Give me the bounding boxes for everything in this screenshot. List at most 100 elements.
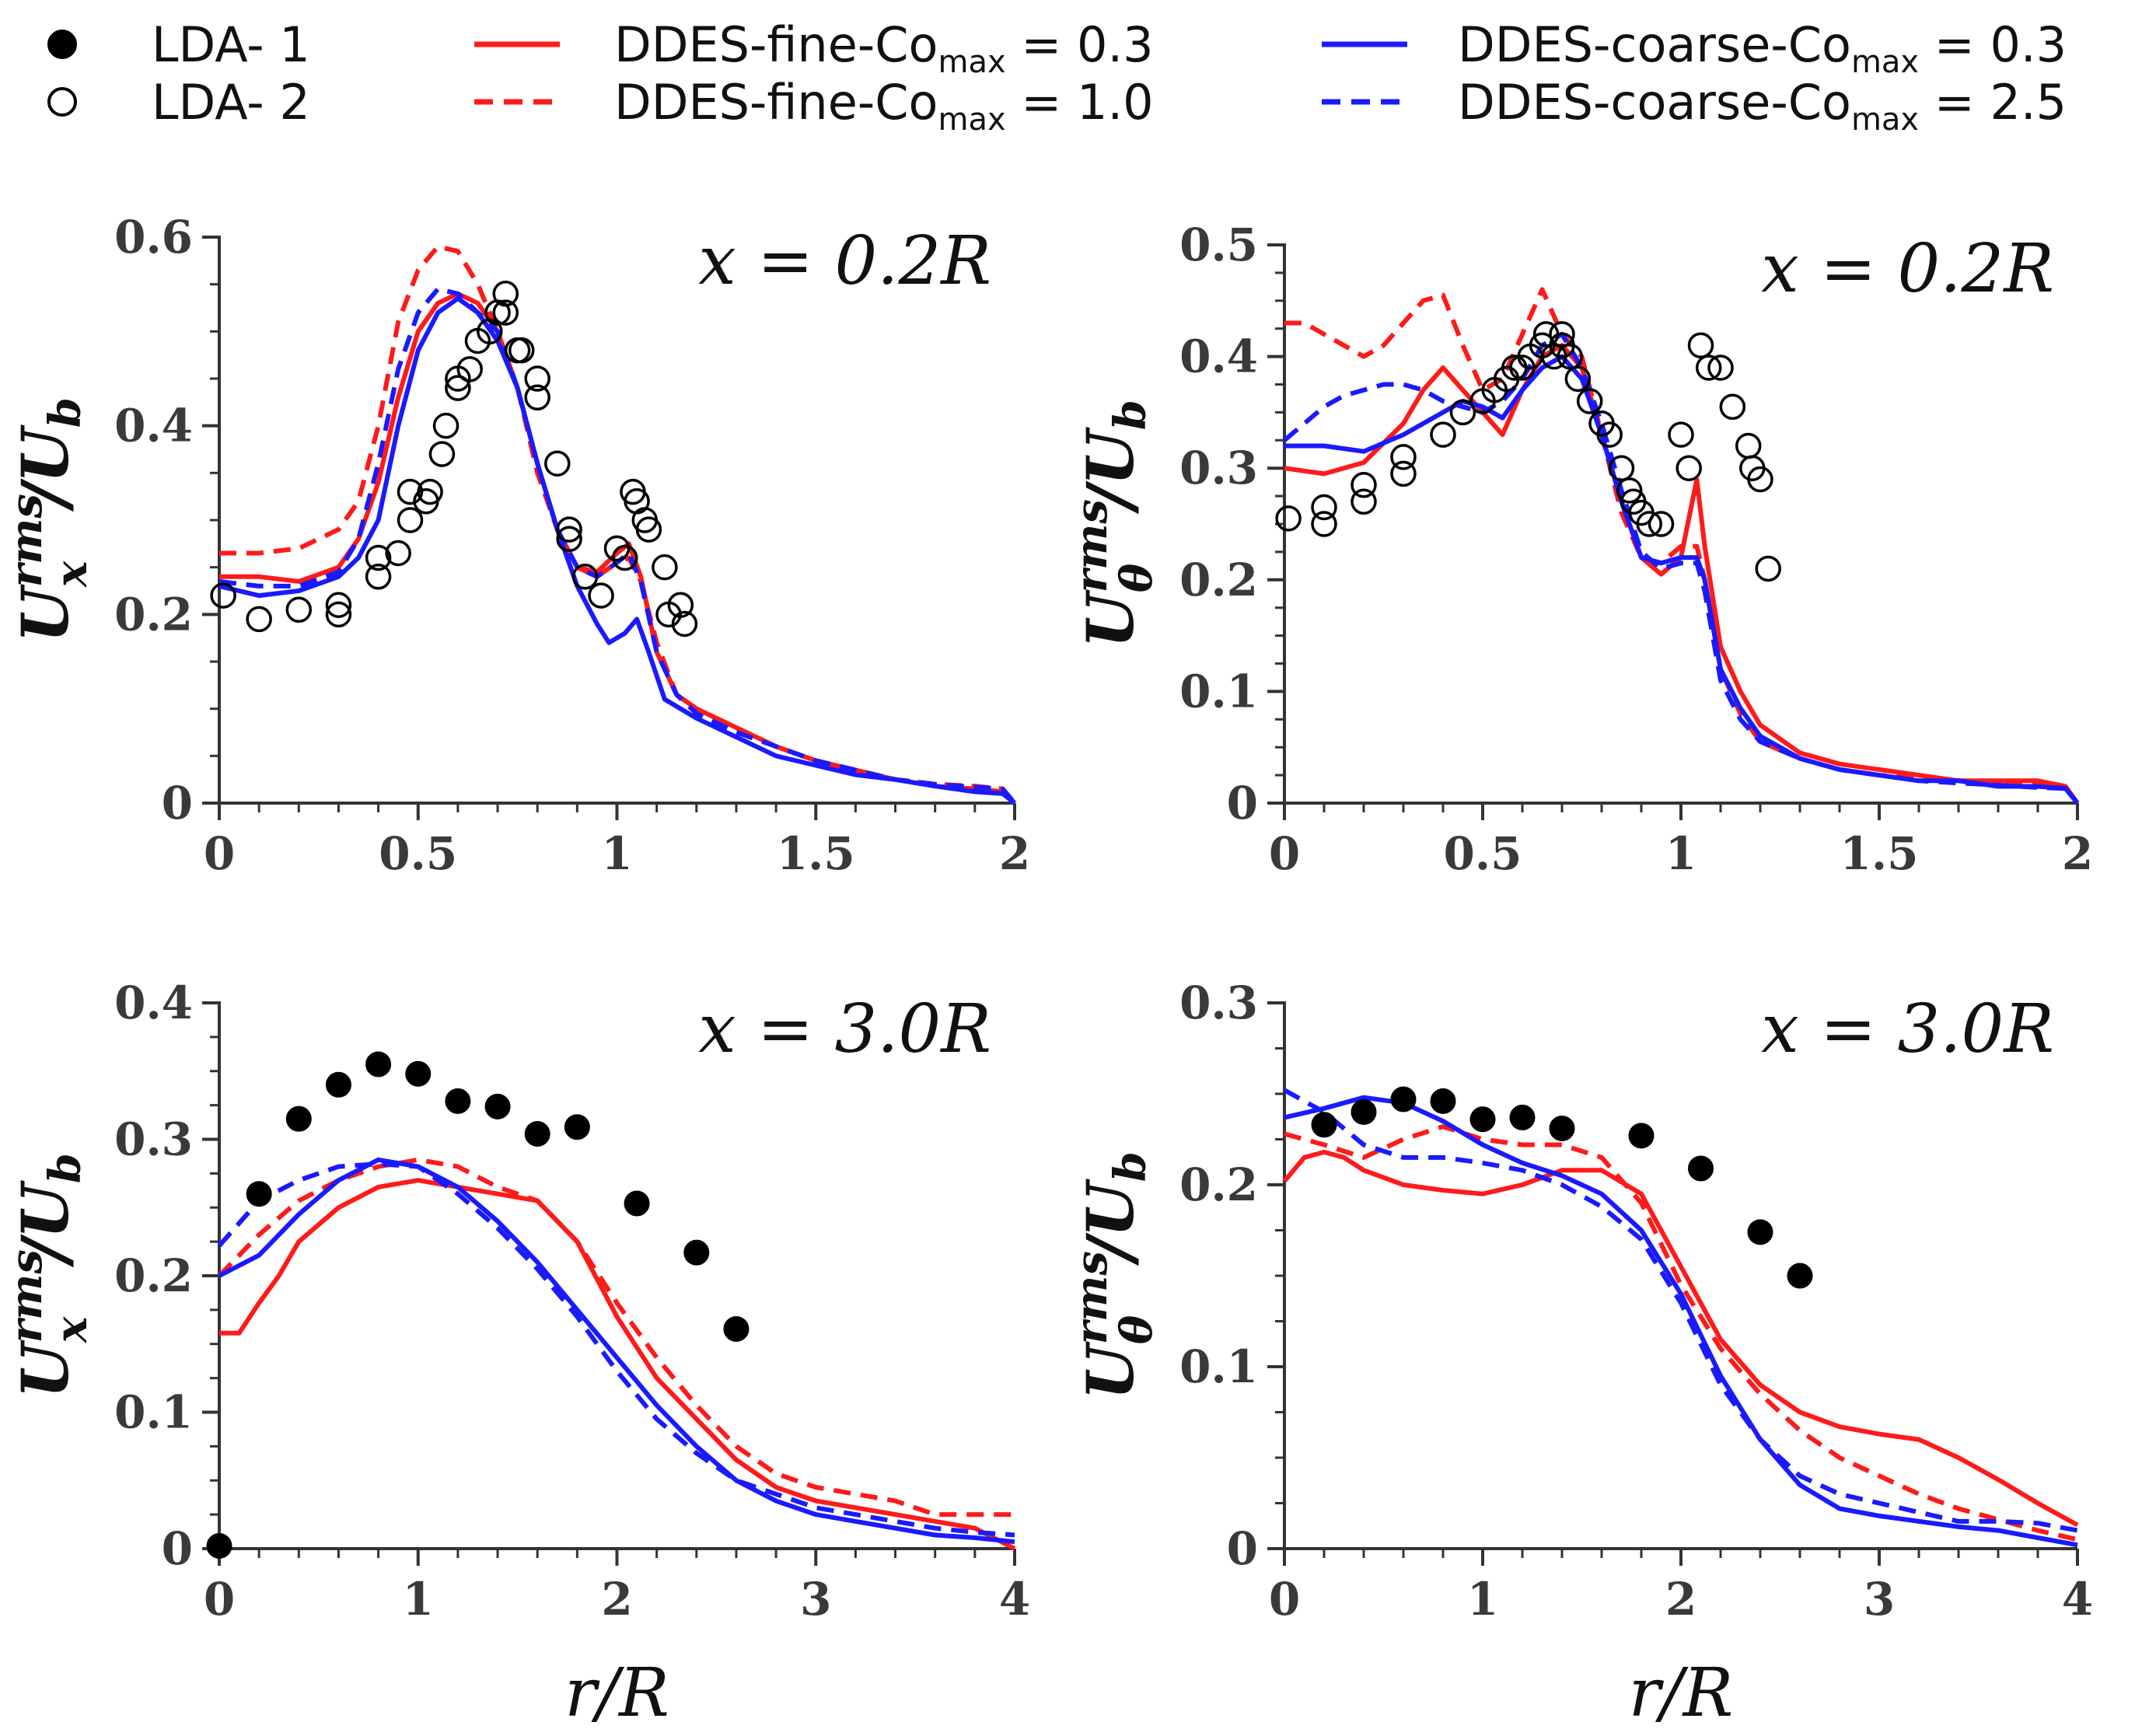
- y-label-tail-subscript: b: [1105, 1151, 1156, 1182]
- y-axis-label: Urmsθ/Ub: [1066, 400, 1162, 648]
- data-point-open: [365, 564, 392, 590]
- legend-text: DDES-fine-Co: [614, 74, 938, 131]
- series-line: [218, 295, 1016, 805]
- y-tick-label: 0.4: [1179, 330, 1258, 383]
- y-tick-label: 0.3: [1179, 442, 1258, 494]
- legend-entry: DDES-fine-Comax = 1.0: [474, 74, 1154, 138]
- data-point-filled: [246, 1181, 272, 1207]
- data-point-open: [667, 592, 694, 618]
- y-tick-label: 0: [1227, 1522, 1258, 1575]
- data-point-filled: [1430, 1088, 1456, 1114]
- data-point-open: [1275, 505, 1302, 532]
- data-point-open: [1755, 555, 1781, 582]
- panel-annotation: x = 3.0R: [1761, 990, 2054, 1068]
- data-point-open: [1311, 494, 1337, 521]
- data-point-open: [588, 582, 614, 609]
- y-tick-label: 0.2: [1179, 554, 1258, 606]
- legend-marker: [47, 87, 77, 117]
- series-line: [218, 286, 1016, 805]
- data-point-open: [544, 450, 571, 477]
- y-tick-label: 0.2: [114, 588, 193, 641]
- data-point-filled: [1469, 1106, 1496, 1133]
- series-line: [1284, 1095, 2078, 1548]
- x-tick-label: 1: [403, 1573, 434, 1626]
- y-tick-label: 0.1: [114, 1386, 193, 1439]
- series-line: [1283, 1149, 2079, 1528]
- legend-text: LDA- 1: [152, 16, 310, 73]
- legend-value: = 1.0: [1006, 74, 1154, 131]
- y-label-tail: /U: [9, 1180, 83, 1268]
- legend-entry: LDA- 1: [47, 16, 310, 73]
- legend-entry: LDA- 2: [47, 74, 310, 131]
- legend-marker: [47, 30, 77, 59]
- legend-subscript: max: [938, 44, 1005, 80]
- y-label-tail: /U: [9, 424, 83, 512]
- data-point-open: [1608, 455, 1635, 481]
- data-point-filled: [1351, 1099, 1377, 1125]
- y-tick-label: 0: [162, 1522, 193, 1575]
- y-tick-label: 0.1: [1179, 665, 1258, 718]
- y-axis-label: Urmsx/Ub: [1, 1153, 97, 1399]
- x-tick-label: 1: [1665, 827, 1696, 880]
- y-tick-label: 0.4: [114, 400, 193, 452]
- y-axis-label: Urmsθ/Ub: [1066, 1151, 1162, 1400]
- data-point-open: [432, 412, 459, 439]
- data-point-open: [635, 516, 662, 543]
- data-point-open: [1351, 488, 1377, 515]
- y-label-tail-subscript: b: [1105, 400, 1156, 430]
- y-label-subscript: x: [46, 561, 97, 588]
- data-point-open: [1549, 321, 1575, 348]
- x-tick-label: 0: [1269, 1573, 1300, 1626]
- legend-value: = 0.3: [1006, 16, 1154, 73]
- data-point-open: [508, 337, 535, 364]
- x-tick-label: 2: [1665, 1573, 1696, 1626]
- data-point-filled: [1311, 1112, 1337, 1138]
- data-point-open: [556, 516, 582, 543]
- legend-value: = 2.5: [1919, 74, 2067, 131]
- panel-annotation: x = 3.0R: [698, 990, 991, 1068]
- data-point-open: [571, 564, 599, 590]
- x-tick-label: 2: [999, 827, 1030, 880]
- y-label-superscript: rms: [1, 494, 52, 587]
- panel-annotation: x = 0.2R: [1761, 230, 2054, 308]
- series-line: [218, 1161, 1015, 1538]
- data-point-open: [1311, 511, 1337, 537]
- y-label-superscript: rms: [1066, 499, 1117, 592]
- y-tick-label: 0.5: [1179, 218, 1258, 271]
- data-point-open: [1449, 399, 1476, 426]
- chart-panel: 0 0.1 0.2 0.3 0 1 2 3 4 x = 3.0R Urmsθ/Ub r/R: [1066, 976, 2093, 1732]
- legend-value: = 0.3: [1919, 16, 2067, 73]
- legend-subscript: max: [1851, 102, 1919, 138]
- data-point-open: [492, 299, 519, 326]
- y-tick-label: 0.2: [1179, 1158, 1258, 1211]
- legend-text: LDA- 2: [152, 74, 310, 131]
- data-point-filled: [723, 1315, 750, 1342]
- series-line: [1284, 1124, 2078, 1542]
- y-label-subscript: x: [46, 1316, 97, 1343]
- data-point-open: [1676, 455, 1702, 481]
- data-point-open: [671, 610, 698, 637]
- data-point-open: [246, 606, 272, 633]
- data-point-filled: [325, 1071, 351, 1098]
- x-tick-label: 1: [601, 827, 632, 880]
- legend-label: DDES-coarse-Comax = 2.5: [1458, 74, 2067, 138]
- x-tick-label: 2: [601, 1573, 632, 1626]
- data-point-filled: [445, 1088, 471, 1114]
- legend-subscript: max: [938, 102, 1005, 138]
- data-point-filled: [405, 1060, 432, 1087]
- data-point-open: [1668, 421, 1694, 448]
- data-point-open: [652, 554, 678, 581]
- y-label-superscript: rms: [1, 1249, 52, 1343]
- data-point-open: [325, 601, 352, 628]
- data-point-open: [285, 596, 313, 623]
- data-point-open: [611, 544, 638, 571]
- data-point-filled: [484, 1093, 511, 1119]
- x-tick-label: 2: [2062, 827, 2093, 880]
- series-line: [219, 1178, 1016, 1550]
- x-tick-label: 3: [800, 1573, 831, 1626]
- legend-label: DDES-coarse-Comax = 0.3: [1458, 16, 2067, 80]
- chart-panel: 0 0.2 0.4 0.6 0 0.5 1 1.5 2 x = 0.2R Urmsx/Ub: [1, 211, 1030, 880]
- y-label-main: U: [1074, 589, 1148, 648]
- x-tick-label: 1.5: [1840, 827, 1919, 880]
- data-point-open: [492, 281, 519, 307]
